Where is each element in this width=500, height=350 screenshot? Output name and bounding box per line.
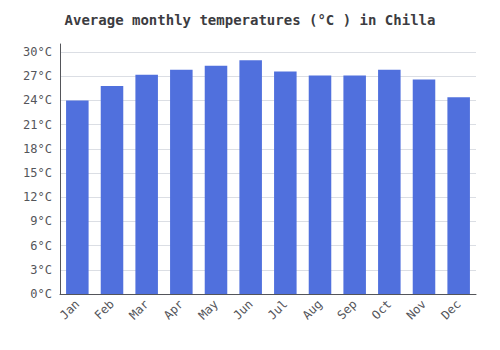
svg-text:Jan: Jan — [57, 297, 82, 322]
svg-text:Mar: Mar — [126, 297, 151, 322]
svg-text:9°C: 9°C — [30, 214, 52, 228]
svg-text:30°C: 30°C — [23, 45, 52, 59]
svg-text:24°C: 24°C — [23, 93, 52, 107]
svg-text:18°C: 18°C — [23, 142, 52, 156]
svg-text:Feb: Feb — [92, 297, 117, 322]
svg-text:Sep: Sep — [334, 297, 359, 322]
svg-text:Aug: Aug — [300, 297, 325, 322]
svg-text:3°C: 3°C — [30, 263, 52, 277]
svg-text:Dec: Dec — [438, 297, 463, 322]
svg-text:Jun: Jun — [230, 297, 255, 322]
svg-text:0°C: 0°C — [30, 287, 52, 301]
svg-text:6°C: 6°C — [30, 239, 52, 253]
svg-text:Jul: Jul — [265, 297, 290, 322]
svg-text:May: May — [196, 297, 221, 322]
svg-text:27°C: 27°C — [23, 69, 52, 83]
svg-text:Nov: Nov — [404, 297, 429, 322]
svg-text:12°C: 12°C — [23, 190, 52, 204]
svg-text:Apr: Apr — [161, 297, 186, 322]
svg-text:Average monthly temperatures (: Average monthly temperatures (°C ) in Ch… — [65, 12, 436, 28]
svg-text:21°C: 21°C — [23, 118, 52, 132]
svg-text:Oct: Oct — [369, 297, 394, 322]
svg-text:15°C: 15°C — [23, 166, 52, 180]
